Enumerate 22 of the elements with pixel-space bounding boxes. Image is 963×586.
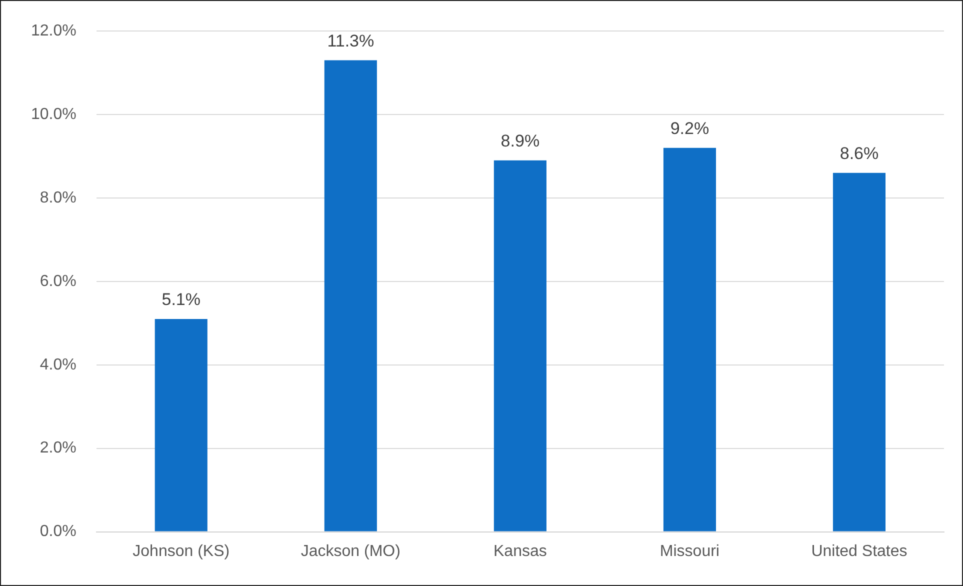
bar — [324, 60, 377, 532]
y-tick-label: 10.0% — [30, 106, 76, 123]
bar — [832, 172, 886, 532]
x-tick-label: Missouri — [660, 542, 720, 560]
y-tick-label: 0.0% — [40, 523, 76, 540]
bar — [154, 318, 208, 532]
data-label: 8.9% — [500, 132, 540, 151]
x-tick-label: United States — [811, 542, 908, 560]
y-tick-label: 2.0% — [40, 440, 76, 457]
y-tick-label: 6.0% — [40, 272, 76, 290]
x-tick-label: Jackson (MO) — [300, 542, 400, 560]
y-tick-label: 12.0% — [30, 22, 76, 40]
bar — [663, 148, 716, 532]
x-tick-label: Kansas — [493, 542, 547, 560]
bar — [494, 160, 546, 532]
x-tick-label: Johnson (KS) — [132, 542, 230, 560]
y-tick-label: 8.0% — [40, 189, 76, 206]
data-label: 5.1% — [162, 290, 201, 310]
data-label: 11.3% — [327, 31, 374, 50]
data-label: 8.6% — [840, 144, 879, 164]
y-tick-label: 4.0% — [40, 356, 76, 374]
data-label: 9.2% — [670, 119, 710, 138]
